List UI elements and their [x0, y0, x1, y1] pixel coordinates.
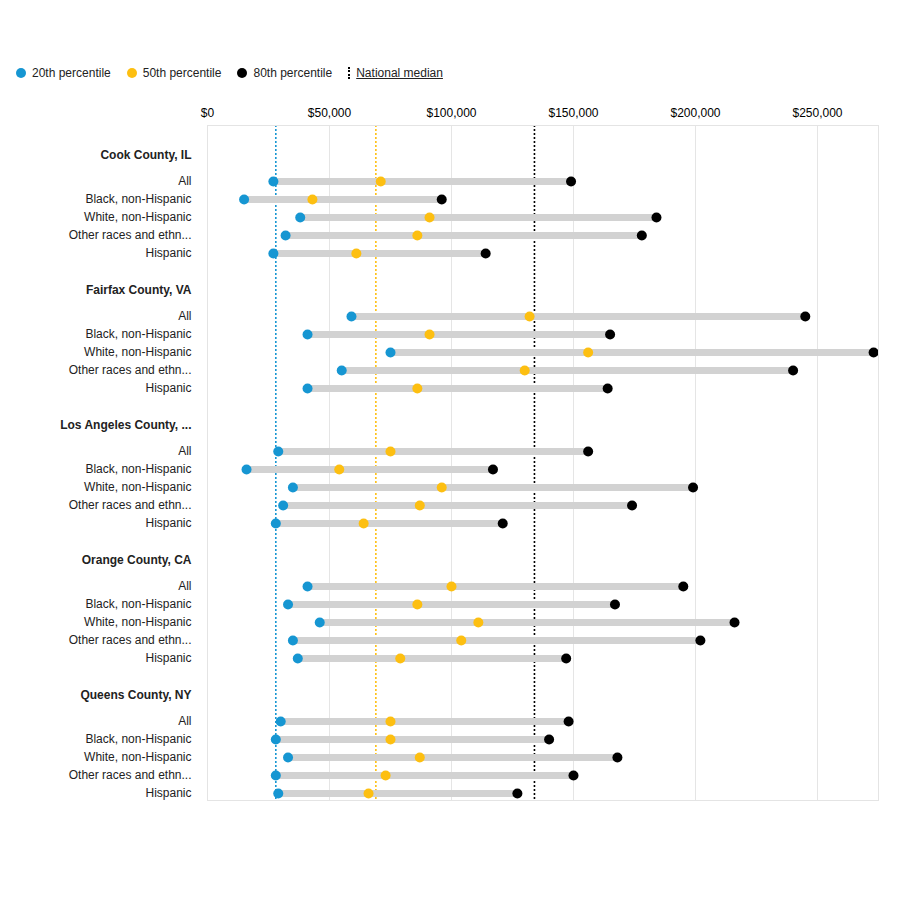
svg-text:$200,000: $200,000 [670, 106, 720, 120]
svg-text:Hispanic: Hispanic [145, 246, 191, 260]
svg-text:Other races and ethn...: Other races and ethn... [69, 768, 192, 782]
html-text:20th percentile: 20th percentile [32, 66, 111, 80]
svg-text:Hispanic: Hispanic [145, 381, 191, 395]
svg-text:Black, non-Hispanic: Black, non-Hispanic [85, 192, 191, 206]
svg-text:Black, non-Hispanic: Black, non-Hispanic [85, 597, 191, 611]
svg-text:Queens County, NY: Queens County, NY [80, 688, 191, 702]
svg-text:All: All [178, 444, 191, 458]
svg-text:$50,000: $50,000 [308, 106, 352, 120]
svg-text:Black, non-Hispanic: Black, non-Hispanic [85, 327, 191, 341]
svg-text:Other races and ethn...: Other races and ethn... [69, 498, 192, 512]
svg-text:All: All [178, 174, 191, 188]
svg-text:$100,000: $100,000 [426, 106, 476, 120]
svg-text:White, non-Hispanic: White, non-Hispanic [84, 480, 191, 494]
svg-text:Orange County, CA: Orange County, CA [82, 553, 192, 567]
svg-text:$0: $0 [201, 106, 215, 120]
svg-text:Cook County, IL: Cook County, IL [100, 148, 191, 162]
svg-text:Other races and ethn...: Other races and ethn... [69, 633, 192, 647]
svg-text:All: All [178, 309, 191, 323]
svg-text:Other races and ethn...: Other races and ethn... [69, 363, 192, 377]
svg-text:White, non-Hispanic: White, non-Hispanic [84, 210, 191, 224]
svg-text:All: All [178, 579, 191, 593]
svg-text:Hispanic: Hispanic [145, 651, 191, 665]
svg-text:Hispanic: Hispanic [145, 516, 191, 530]
svg-text:White, non-Hispanic: White, non-Hispanic [84, 615, 191, 629]
svg-text:Fairfax County, VA: Fairfax County, VA [86, 283, 192, 297]
svg-text:All: All [178, 714, 191, 728]
svg-text:Hispanic: Hispanic [145, 786, 191, 800]
html-text:National median: National median [356, 66, 443, 80]
svg-text:Other races and ethn...: Other races and ethn... [69, 228, 192, 242]
svg-text:$150,000: $150,000 [548, 106, 598, 120]
svg-text:Black, non-Hispanic: Black, non-Hispanic [85, 462, 191, 476]
svg-text:$250,000: $250,000 [792, 106, 842, 120]
svg-text:White, non-Hispanic: White, non-Hispanic [84, 750, 191, 764]
svg-text:Los Angeles County, ...: Los Angeles County, ... [60, 418, 191, 432]
html-text:50th percentile: 50th percentile [142, 66, 222, 80]
html-text:80th percentile: 80th percentile [253, 66, 333, 80]
svg-text:Black, non-Hispanic: Black, non-Hispanic [85, 732, 191, 746]
svg-text:White, non-Hispanic: White, non-Hispanic [84, 345, 191, 359]
